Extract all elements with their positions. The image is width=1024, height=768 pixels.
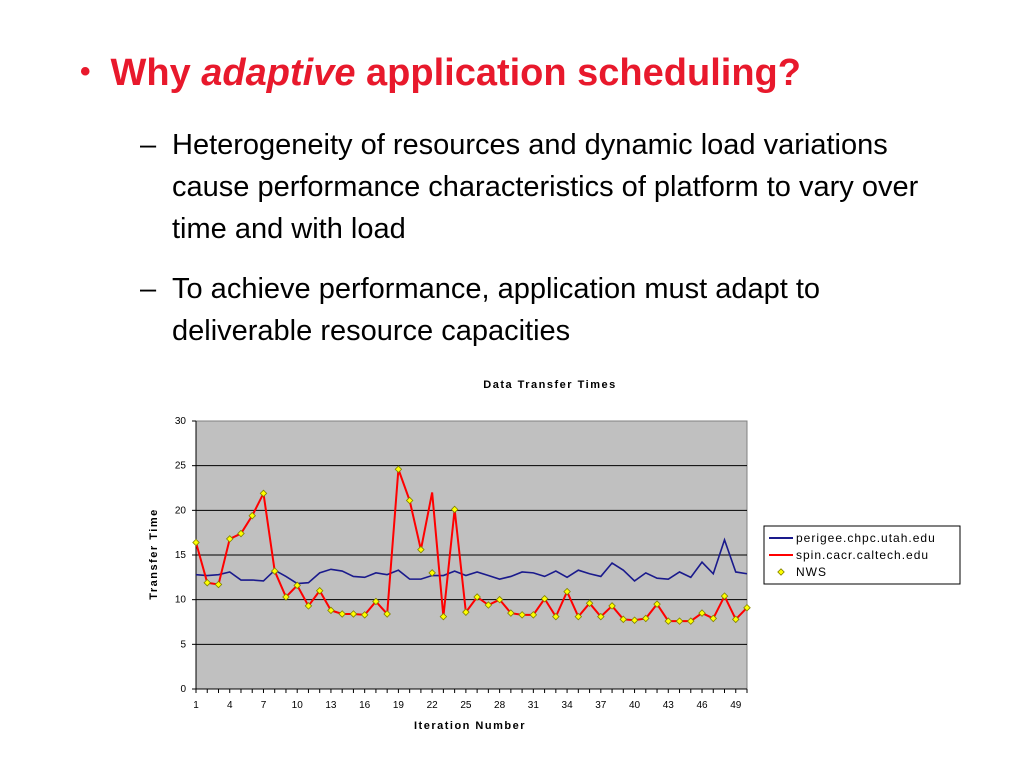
bullet-emphasis: adaptive	[201, 52, 356, 94]
nws-point	[439, 612, 448, 621]
nws-point	[698, 609, 706, 617]
nws-point	[417, 545, 425, 554]
x-tick-label: 4	[227, 700, 233, 711]
sub-bullet-2: – To achieve performance, application mu…	[140, 268, 960, 352]
series-line-1	[195, 468, 748, 623]
x-tick-label: 37	[595, 700, 607, 711]
sub-bullet-1: – Heterogeneity of resources and dynamic…	[140, 124, 960, 250]
legend-box	[763, 525, 961, 585]
nws-point	[608, 602, 616, 610]
nws-point	[349, 610, 358, 618]
y-tick-label: 0	[180, 684, 186, 695]
x-tick-label: 22	[427, 700, 439, 711]
nws-point	[507, 609, 515, 617]
nws-point	[597, 612, 605, 621]
series-line-0	[195, 537, 748, 585]
nws-point	[709, 614, 718, 623]
nws-point	[473, 593, 481, 601]
nws-point	[192, 538, 200, 547]
chart-legend: perigee.chpc.utah.edu spin.cacr.caltech.e…	[763, 525, 961, 585]
nws-point	[338, 610, 346, 618]
y-axis-title: Transfer Time	[148, 508, 160, 599]
nws-point	[282, 593, 290, 601]
nws-point	[372, 597, 380, 606]
nws-point	[237, 529, 245, 538]
nws-point	[574, 612, 583, 621]
nws-point	[495, 595, 504, 604]
nws-point	[428, 569, 436, 577]
nws-point	[462, 608, 470, 616]
y-tick-label: 25	[175, 461, 187, 472]
nws-point	[675, 617, 684, 625]
nws-point	[552, 612, 560, 621]
nws-point	[619, 615, 628, 624]
bullet-dot: •	[80, 55, 91, 88]
nws-point	[203, 578, 212, 587]
nws-point	[405, 496, 414, 505]
x-tick-label: 7	[261, 700, 267, 711]
x-tick-label: 13	[325, 700, 337, 711]
nws-point	[720, 592, 729, 600]
y-tick-label: 15	[175, 550, 187, 561]
nws-point	[664, 617, 673, 625]
y-tick-label: 20	[175, 505, 187, 516]
nws-point	[383, 610, 391, 618]
legend-marker-nws	[777, 568, 785, 576]
nws-point	[394, 465, 403, 474]
nws-point	[360, 611, 369, 619]
x-tick-label: 46	[696, 700, 708, 711]
dash-marker: –	[140, 273, 157, 305]
x-tick-label: 43	[663, 700, 675, 711]
nws-point	[529, 611, 538, 619]
legend-label: spin.cacr.caltech.edu	[796, 548, 929, 562]
nws-point	[304, 602, 313, 610]
nws-point	[731, 615, 740, 624]
y-tick-label: 10	[175, 595, 187, 606]
x-tick-label: 19	[393, 700, 405, 711]
sub-bullet-text: Heterogeneity of resources and dynamic l…	[172, 129, 919, 245]
x-tick-label: 25	[460, 700, 472, 711]
x-tick-label: 31	[528, 700, 540, 711]
x-tick-label: 34	[562, 700, 574, 711]
legend-label: NWS	[796, 565, 827, 579]
nws-point	[687, 617, 695, 625]
nws-point	[315, 586, 324, 595]
nws-point	[270, 567, 279, 575]
nws-point	[585, 599, 594, 608]
x-tick-label: 16	[359, 700, 371, 711]
nws-point	[293, 581, 301, 590]
x-tick-label: 40	[629, 700, 641, 711]
x-axis-title: Iteration Number	[414, 720, 526, 732]
y-tick-label: 30	[175, 416, 187, 427]
nws-point	[248, 511, 256, 520]
nws-point	[259, 489, 268, 498]
nws-point	[225, 535, 234, 543]
nws-point	[563, 587, 571, 596]
nws-point	[642, 614, 650, 623]
nws-point	[630, 616, 639, 624]
chart-title: Data Transfer Times	[483, 379, 616, 391]
main-bullet: • Why adaptive application scheduling?	[80, 52, 801, 95]
nws-point	[327, 606, 335, 615]
nws-point	[484, 601, 493, 609]
nws-point	[540, 595, 549, 603]
sub-bullet-text: To achieve performance, application must…	[172, 273, 821, 347]
bullet-prefix: Why	[110, 52, 191, 94]
y-tick-label: 5	[180, 639, 186, 650]
nws-point	[653, 600, 661, 608]
nws-point	[214, 580, 223, 589]
bullet-suffix: application scheduling?	[366, 52, 801, 94]
nws-point	[450, 505, 459, 514]
x-tick-label: 10	[292, 700, 304, 711]
legend-label: perigee.chpc.utah.edu	[796, 531, 936, 545]
x-tick-label: 28	[494, 700, 506, 711]
dash-marker: –	[140, 129, 157, 161]
nws-point	[743, 603, 751, 612]
x-tick-label: 49	[730, 700, 742, 711]
x-tick-label: 1	[193, 700, 199, 711]
nws-point	[518, 611, 526, 619]
